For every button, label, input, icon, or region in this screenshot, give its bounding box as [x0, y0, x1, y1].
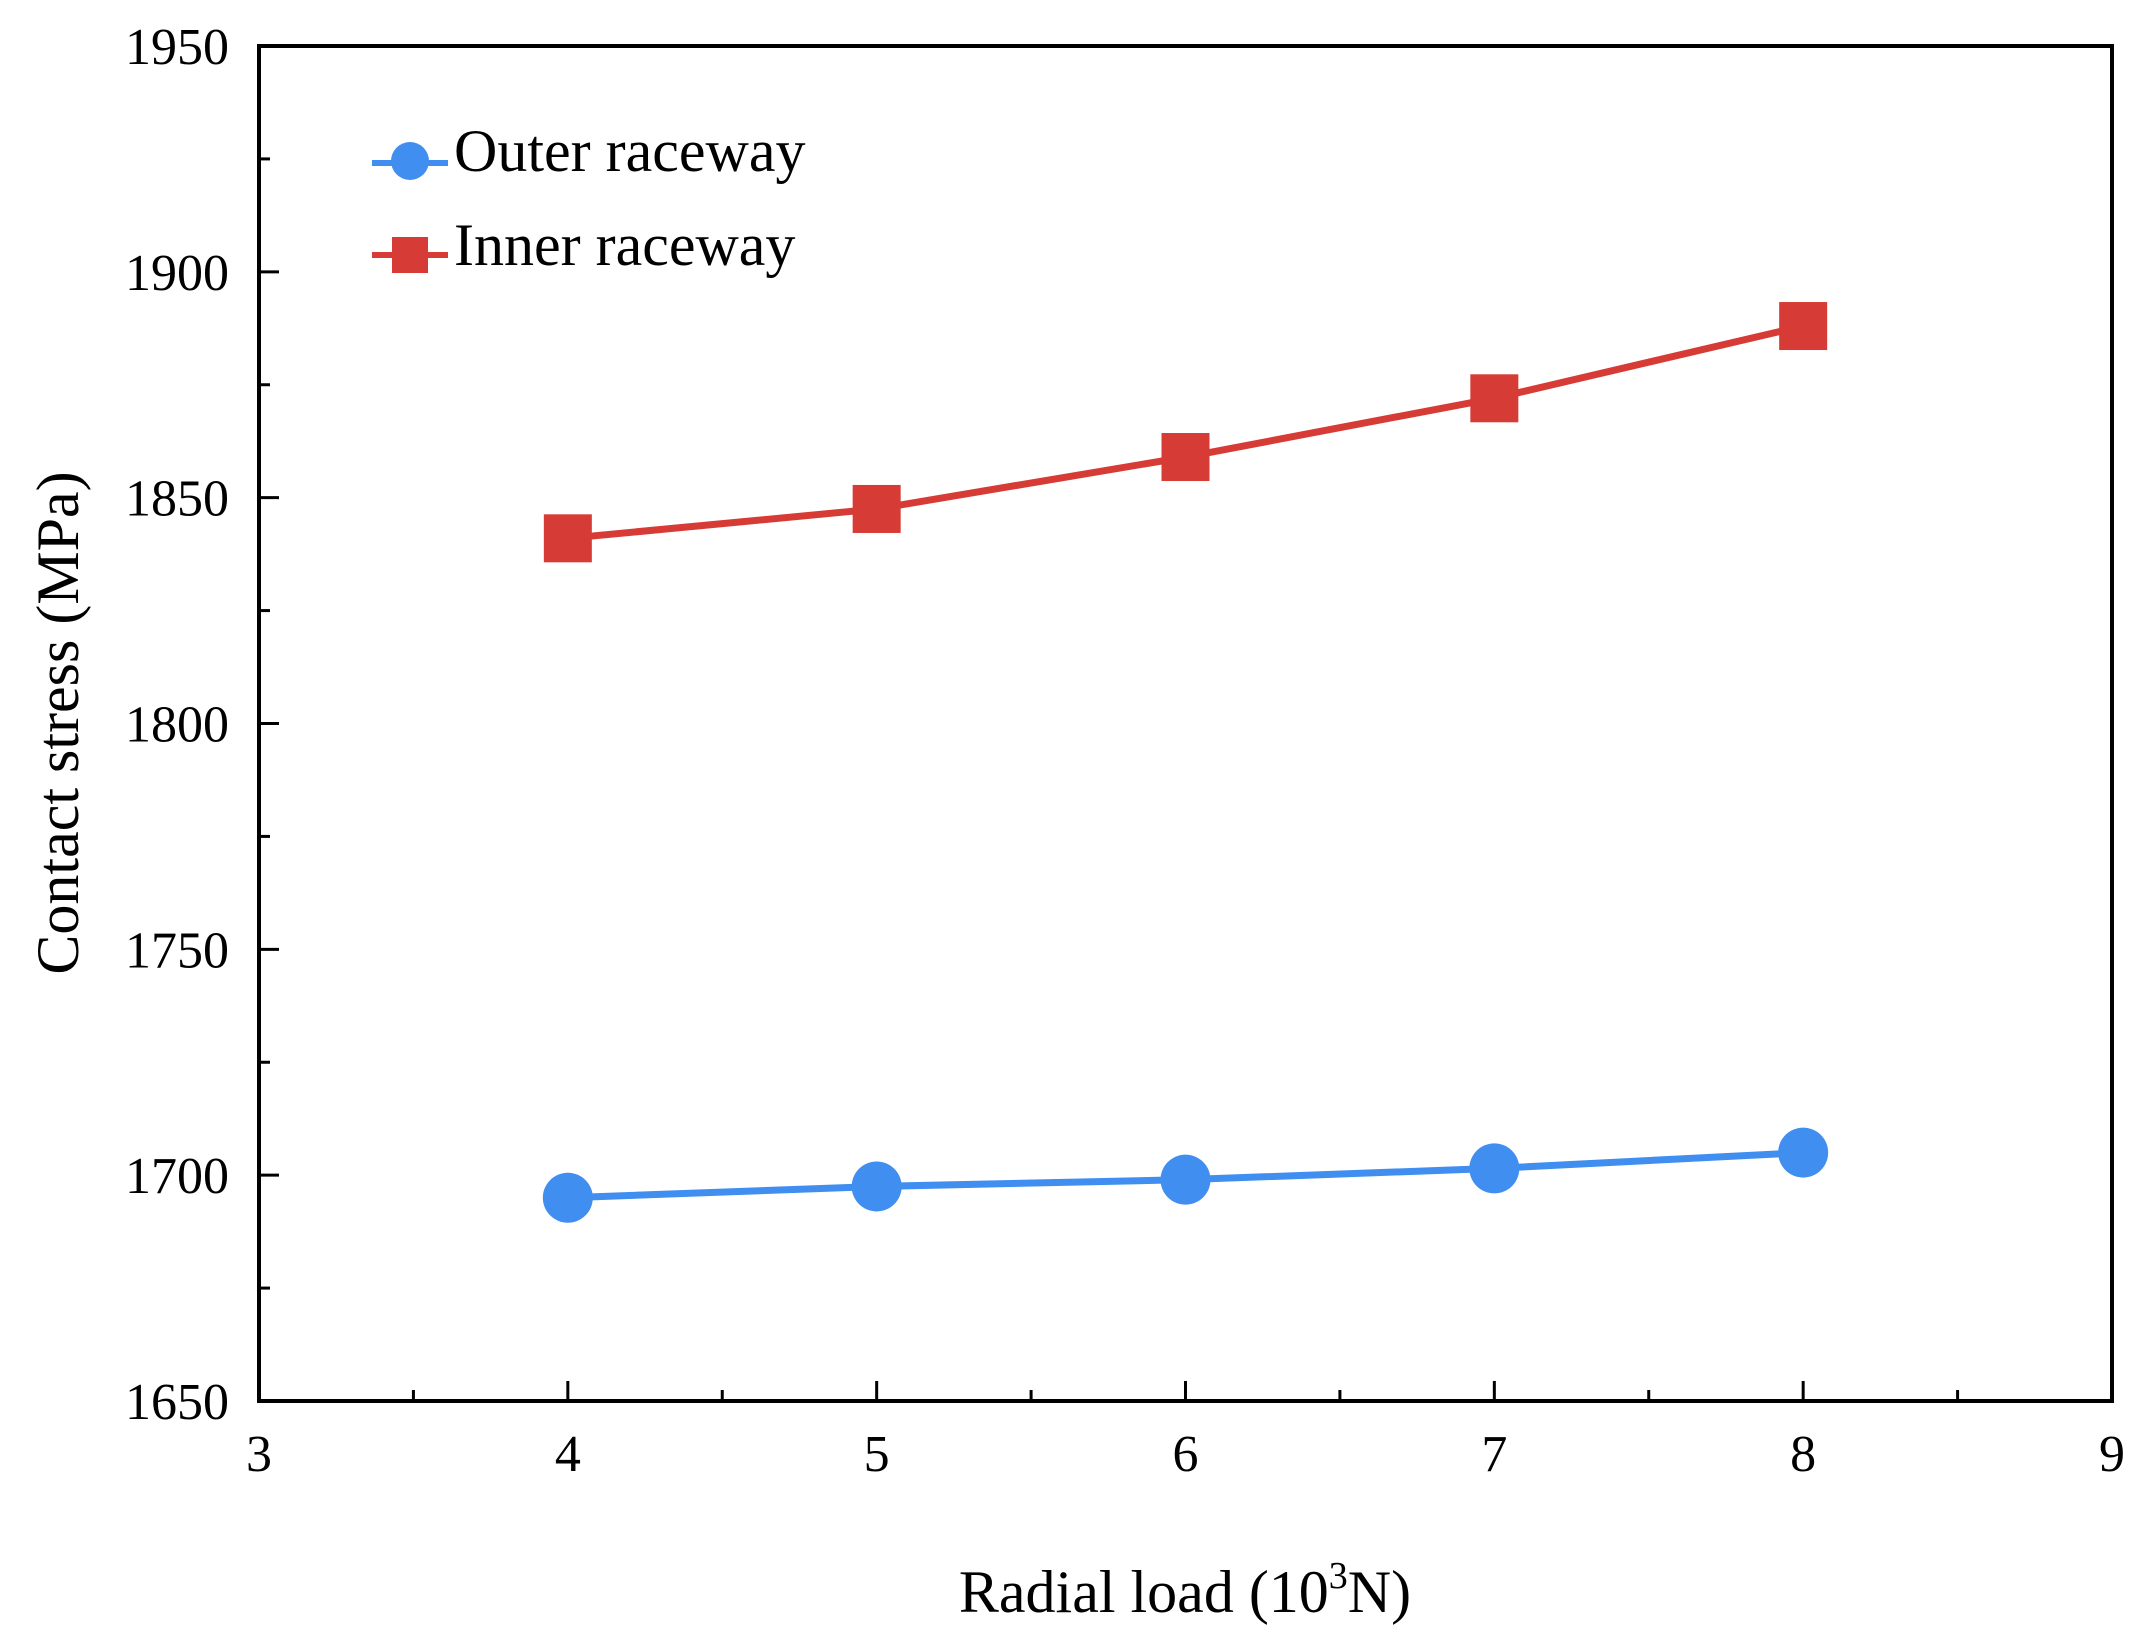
y-tick-label: 1650 — [125, 1374, 229, 1431]
y-axis-title: Contact stress (MPa) — [25, 471, 91, 974]
data-point-outer-raceway — [542, 1172, 593, 1223]
y-tick-label: 1950 — [125, 19, 229, 76]
x-axis-title-superscript: 3 — [1329, 1555, 1348, 1597]
data-point-outer-raceway — [1778, 1127, 1829, 1178]
y-axis-tick-labels: 1650 1700 1750 1800 1850 1900 1950 — [125, 19, 229, 1431]
x-axis-title: Radial load (103N) — [959, 1555, 1411, 1625]
data-point-inner-raceway — [852, 484, 901, 533]
series-inner-raceway — [543, 302, 1828, 563]
data-point-outer-raceway — [1469, 1143, 1520, 1194]
legend-label-outer-raceway: Outer raceway — [454, 118, 805, 184]
data-point-outer-raceway — [1160, 1154, 1211, 1205]
x-tick-label: 7 — [1481, 1426, 1507, 1483]
series-layer — [542, 302, 1829, 1223]
series-line-inner-raceway — [567, 322, 1804, 542]
x-tick-label: 5 — [864, 1426, 890, 1483]
legend-item-outer-raceway: Outer raceway — [372, 118, 805, 184]
y-axis-ticks — [259, 157, 279, 1290]
x-tick-label: 9 — [2099, 1426, 2125, 1483]
x-axis-title-tail: N) — [1348, 1559, 1411, 1625]
series-outer-raceway — [542, 1127, 1829, 1223]
x-tick-label: 3 — [246, 1426, 272, 1483]
y-tick-label: 1800 — [125, 697, 229, 754]
y-tick-label: 1850 — [125, 471, 229, 528]
legend-marker-inner-raceway — [392, 237, 428, 273]
x-tick-label: 6 — [1173, 1426, 1199, 1483]
legend: Outer raceway Inner raceway — [372, 118, 805, 278]
legend-marker-outer-raceway — [391, 142, 429, 180]
data-point-inner-raceway — [1470, 374, 1519, 423]
x-tick-label: 8 — [1790, 1426, 1816, 1483]
legend-label-inner-raceway: Inner raceway — [454, 212, 795, 278]
y-tick-label: 1700 — [125, 1148, 229, 1205]
x-axis-title-main: Radial load (10 — [959, 1559, 1329, 1625]
data-point-inner-raceway — [1161, 433, 1210, 482]
legend-item-inner-raceway: Inner raceway — [372, 212, 795, 278]
x-tick-label: 4 — [555, 1426, 581, 1483]
y-tick-label: 1900 — [125, 245, 229, 302]
x-axis-tick-labels: 3 4 5 6 7 8 9 — [246, 1426, 2125, 1483]
data-point-inner-raceway — [1779, 302, 1828, 351]
data-point-outer-raceway — [851, 1161, 902, 1212]
y-tick-label: 1750 — [125, 922, 229, 979]
x-axis-ticks — [411, 1381, 1960, 1401]
data-point-inner-raceway — [543, 514, 592, 563]
